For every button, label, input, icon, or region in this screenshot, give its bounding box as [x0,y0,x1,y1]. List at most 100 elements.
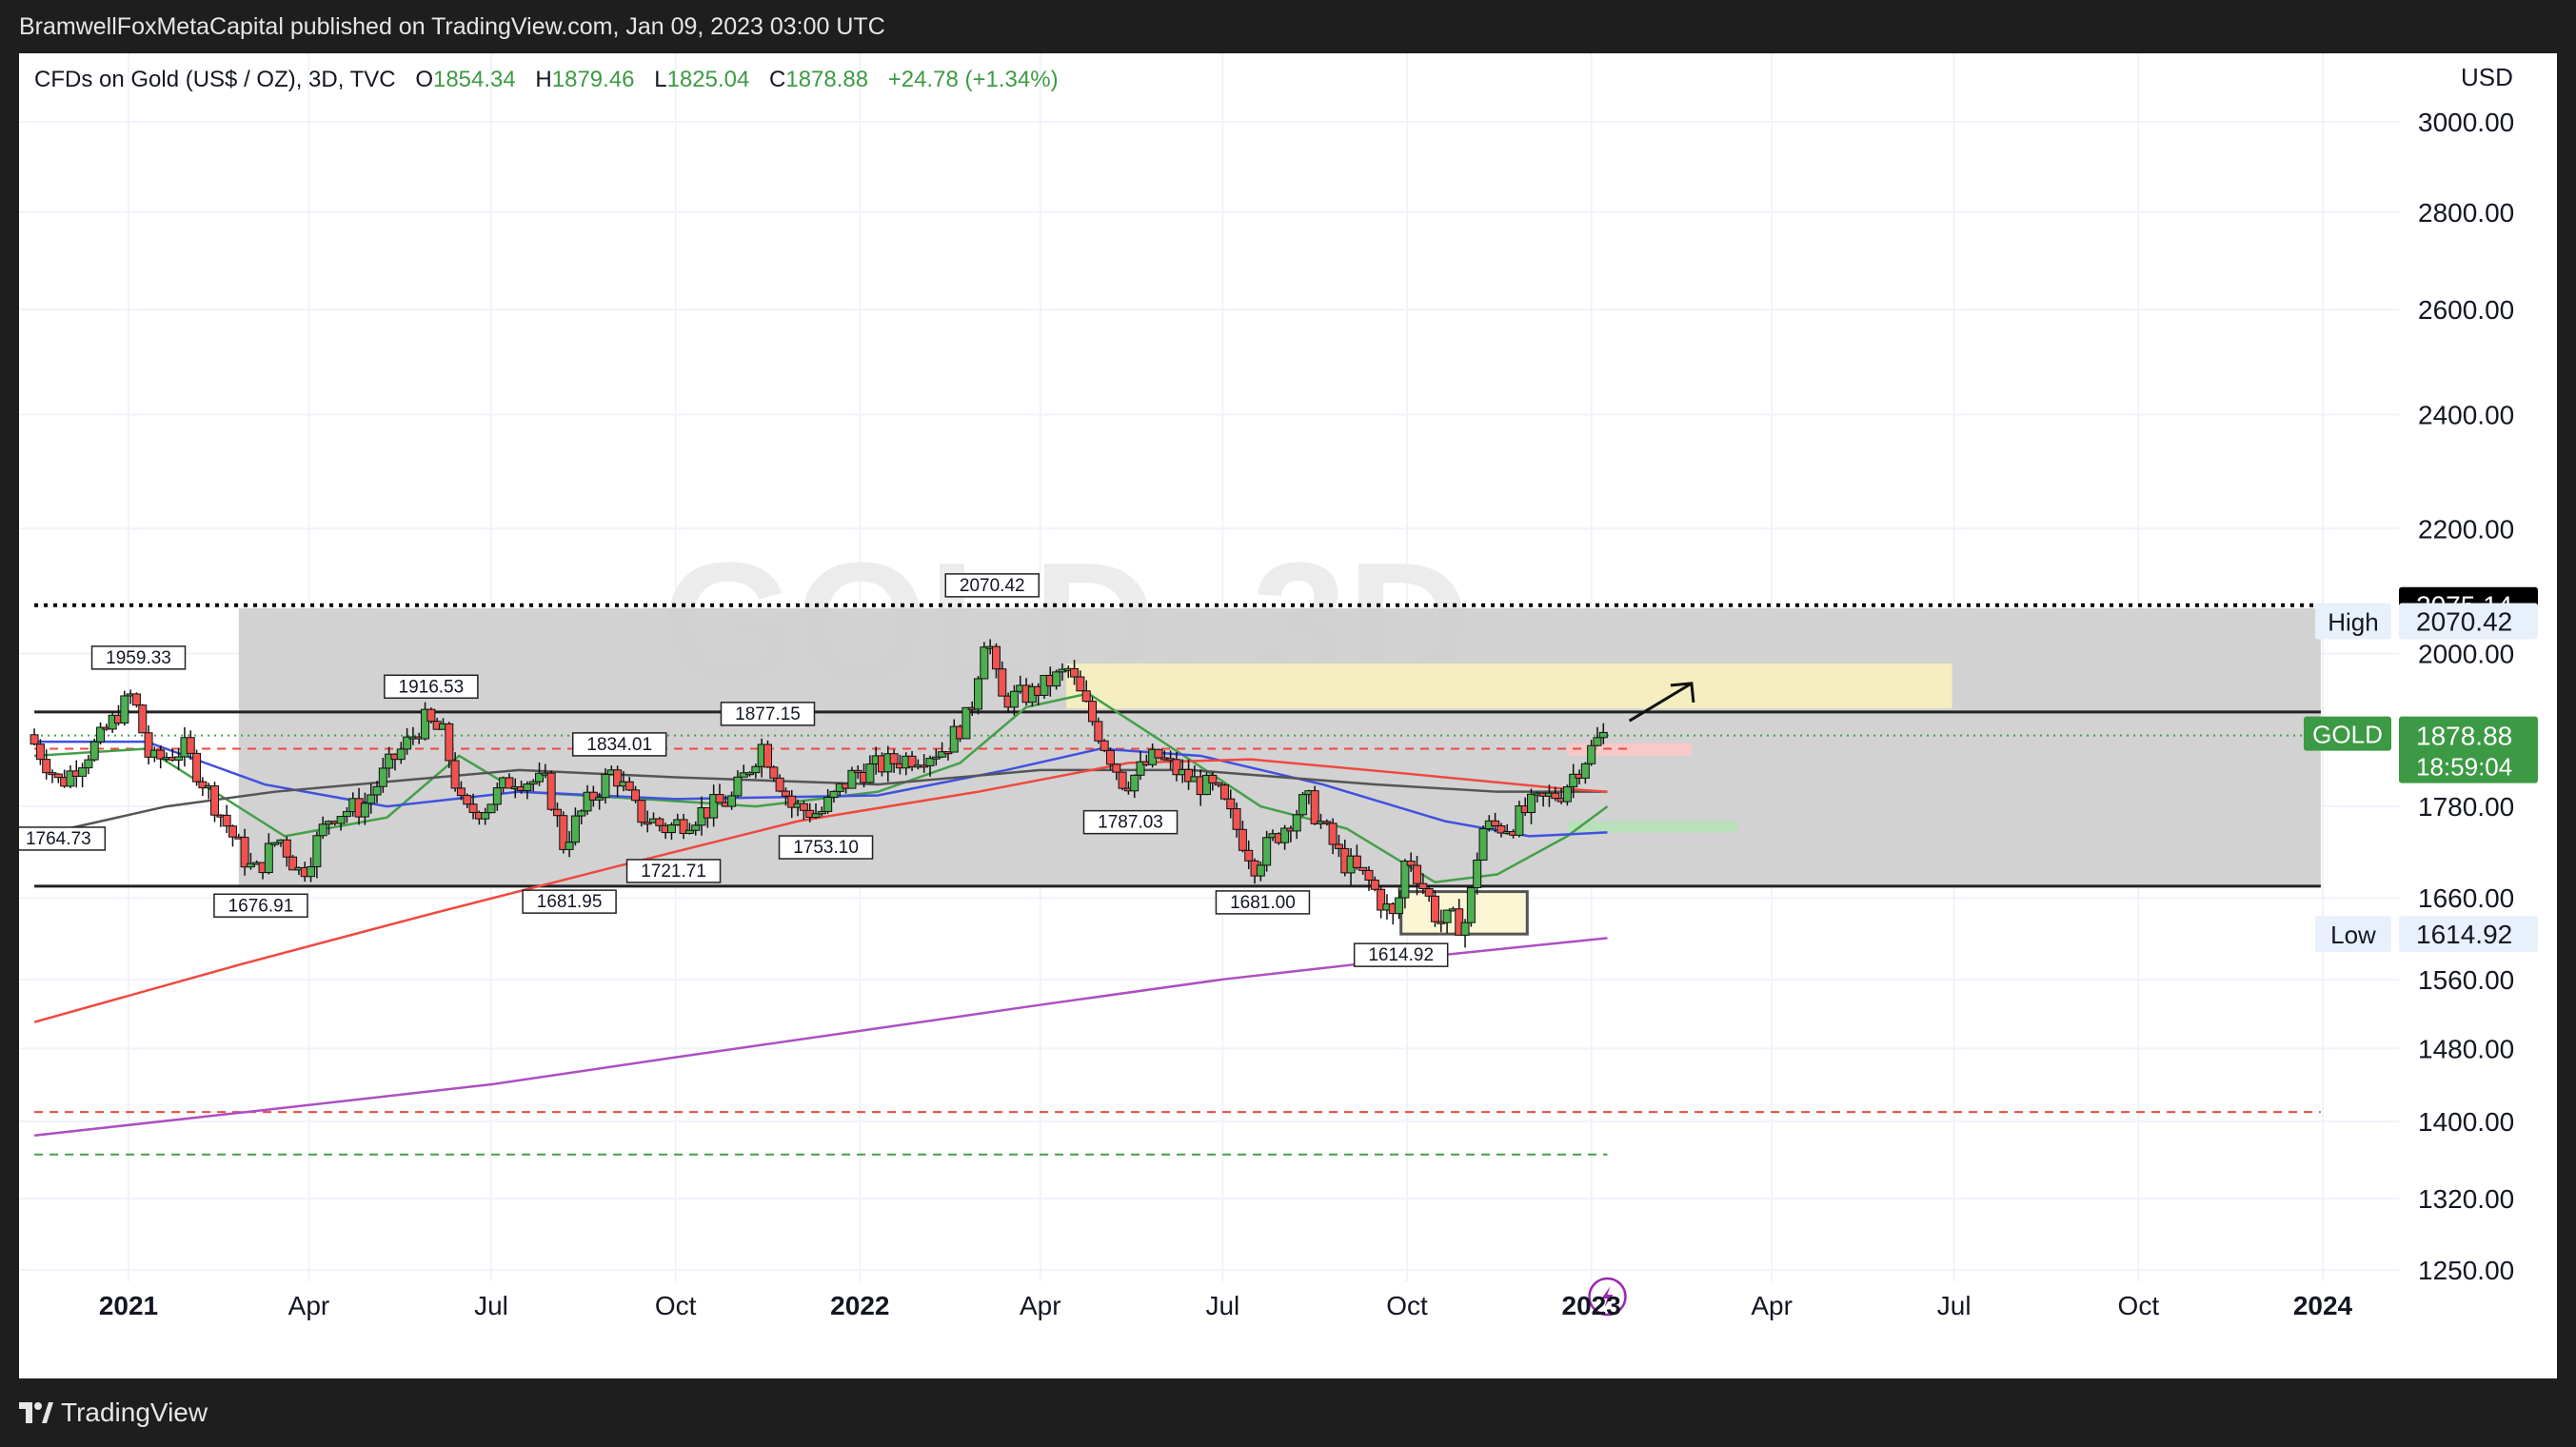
candle-body [186,737,195,754]
y-tick-label: 3000.00 [2418,108,2514,137]
tradingview-logo[interactable]: TradingView [19,1397,208,1428]
candle-body [131,693,141,706]
candle-body [1076,676,1085,692]
candle-body [198,781,208,789]
x-tick-label: Apr [1751,1291,1793,1320]
pivot-label-box [778,835,874,860]
candle-body [565,842,574,850]
candle-body [372,785,382,796]
candle-body [246,862,255,868]
candle-body [684,829,694,834]
zone-0 [1066,663,1952,709]
pivot-label-box [944,573,1040,598]
candle-body [1491,820,1500,826]
candle-body [505,777,514,789]
x-tick-label: Oct [1386,1291,1428,1320]
candle-body [1238,828,1247,851]
candle-body [1406,861,1416,866]
candle-body [318,823,327,837]
candle-body [1496,824,1506,834]
high-value: 1879.46 [551,67,635,92]
candle-body [1219,784,1229,800]
candle-body [210,785,220,816]
candle-body [1364,869,1374,882]
candle-body [1172,759,1181,776]
candle-body [535,772,545,783]
candle-body [156,749,166,760]
candle-body [144,732,153,758]
candle-body [1424,888,1434,897]
pivot-label: 1877.15 [735,704,801,724]
price-chart[interactable]: GOLD, 3D1764.731959.331676.911916.531681… [19,53,2557,1378]
symbol-tag-box [2304,716,2391,751]
y-tick-label: 1250.00 [2418,1256,2514,1285]
pivot-label: 1753.10 [793,838,859,858]
candle-body [1100,740,1109,751]
candle-body [1358,866,1368,871]
candle-body [691,824,701,831]
candle-body [1118,771,1127,789]
candle-body [378,767,387,787]
candle-body [1370,880,1379,890]
candle-body [288,856,298,871]
x-tick-label: 2023 [1562,1291,1621,1320]
last-price-box [2399,716,2538,783]
arrow-shaft [1628,682,1693,723]
moving-average-0 [33,692,1609,884]
candle-body [1009,690,1019,708]
candle-body [943,751,953,755]
candle-body [1413,864,1422,884]
candle-body [733,776,743,797]
candle-body [1562,786,1572,803]
candle-body [396,748,406,761]
candle-body [1418,882,1428,890]
candle-body [925,758,935,766]
symbol-header: CFDs on Gold (US$ / OZ), 3D, TVC O1854.3… [34,67,1059,93]
candle-body [637,800,646,823]
candle-body [486,803,496,814]
publisher-line: BramwellFoxMetaCapital published on Trad… [19,13,885,40]
close-value: 1878.88 [785,67,869,92]
tradingview-brand: TradingView [61,1397,208,1427]
candle-body [78,767,88,777]
symbol-name: CFDs on Gold (US$ / OZ), 3D, TVC [34,67,396,92]
candle-body [84,759,93,769]
pivot-label-box [571,732,667,757]
candle-body [745,772,755,776]
candle-body [481,812,490,820]
candle-body [385,753,394,769]
y-tick-label: 1660.00 [2418,883,2514,913]
tradingview-icon [19,1402,53,1423]
candle-body [523,783,532,791]
candle-body [174,756,184,761]
pivot-label-box [384,674,479,700]
pivot-label: 1681.00 [1230,893,1296,913]
candle-body [583,791,592,812]
candle-body [1136,761,1145,776]
candle-body [1442,909,1452,923]
candle-body [679,819,688,834]
candle-body [1455,908,1464,936]
chart-area[interactable]: GOLD, 3D1764.731959.331676.911916.531681… [19,53,2557,1378]
candle-body [781,790,790,797]
candle-body [403,736,412,750]
x-tick-label: Oct [2118,1291,2160,1320]
candle-body [282,839,291,858]
candle-body [829,790,839,798]
y-axis-unit: USD [2461,63,2513,91]
y-tick-label: 2800.00 [2418,198,2514,228]
pivot-label-box [1353,942,1449,967]
candle-body [42,759,51,774]
candle-body [1184,768,1194,783]
candle-body [1460,922,1470,936]
open-value: 1854.34 [432,67,516,92]
candle-body [264,842,273,874]
pivot-label-box [19,826,107,851]
candle-body [1256,864,1265,877]
candle-body [907,755,917,767]
price-tag: Low [2330,921,2376,949]
candle-body [468,803,478,813]
candle-body [1202,774,1212,796]
candle-body [492,787,502,805]
candle-body [787,795,797,808]
